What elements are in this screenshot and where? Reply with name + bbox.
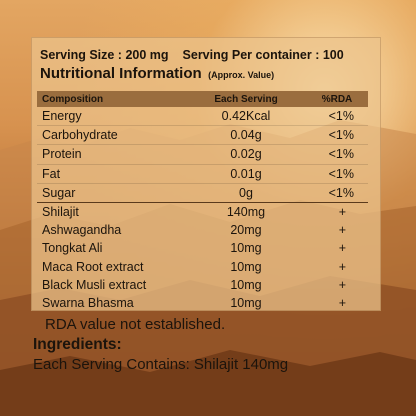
row-each-serving: 20mg — [230, 223, 262, 238]
title-note: (Approx. Value) — [208, 70, 275, 80]
row-composition: Fat — [37, 164, 186, 184]
table-row: Energy 0.42Kcal <1% — [37, 107, 368, 127]
table-row: Black Musli extract 10mg + — [37, 276, 368, 294]
row-rda: <1% — [306, 125, 368, 146]
row-each-serving: 10mg — [230, 277, 262, 292]
ingredients-heading: Ingredients: — [33, 336, 122, 353]
table-row: Maca Root extract 10mg + — [37, 258, 368, 276]
row-rda: + — [338, 241, 346, 256]
row-each-serving: 0.42Kcal — [186, 107, 306, 127]
column-header-rda: %RDA — [306, 91, 368, 107]
row-rda: <1% — [306, 164, 368, 184]
rda-note: RDA value not established. — [45, 316, 226, 333]
table-row: Swarna Bhasma 10mg + — [37, 294, 368, 312]
table-row: Shilajit 140mg + — [37, 201, 368, 222]
column-header-composition: Composition — [37, 91, 186, 107]
row-composition: Sugar — [42, 185, 76, 200]
row-composition: Tongkat Ali — [42, 241, 103, 256]
row-composition: Shilajit — [37, 201, 186, 222]
table-row: Tongkat Ali 10mg + — [37, 239, 368, 257]
row-rda: + — [306, 201, 368, 222]
row-composition: Protein — [37, 144, 186, 165]
row-composition: Maca Root extract — [42, 259, 144, 274]
table-row: Protein 0.02g <1% — [37, 144, 368, 165]
table-row: Sugar 0g <1% — [37, 183, 368, 202]
table-row: Carbohydrate 0.04g <1% — [37, 125, 368, 146]
ingredients-text: Each Serving Contains: Shilajit 140mg — [33, 356, 289, 373]
row-rda: <1% — [328, 185, 354, 200]
nutrition-table: Composition Each Serving %RDA Energy 0.4… — [37, 91, 368, 312]
row-composition: Carbohydrate — [37, 125, 186, 146]
table-row: Ashwagandha 20mg + — [37, 221, 368, 239]
row-composition: Swarna Bhasma — [42, 295, 134, 310]
row-each-serving: 140mg — [186, 201, 306, 222]
serving-size: Serving Size : 200 mg — [40, 48, 169, 62]
row-each-serving: 10mg — [230, 295, 262, 310]
row-rda: <1% — [306, 144, 368, 165]
serving-info: Serving Size : 200 mg Serving Per contain… — [40, 48, 370, 62]
panel-title: Nutritional Information (Approx. Value) — [40, 65, 274, 83]
row-rda: <1% — [306, 107, 368, 127]
row-each-serving: 0g — [239, 185, 253, 200]
row-rda: + — [338, 295, 346, 310]
table-row: Fat 0.01g <1% — [37, 164, 368, 184]
row-composition: Ashwagandha — [42, 223, 122, 238]
row-composition: Energy — [37, 107, 186, 127]
row-rda: + — [338, 259, 346, 274]
row-each-serving: 0.01g — [186, 164, 306, 184]
row-each-serving: 10mg — [230, 259, 262, 274]
row-each-serving: 0.04g — [186, 125, 306, 146]
row-each-serving: 10mg — [230, 241, 262, 256]
row-rda: + — [338, 223, 346, 238]
row-composition: Black Musli extract — [42, 277, 147, 292]
table-header-row: Composition Each Serving %RDA — [37, 91, 368, 107]
serving-per-container: Serving Per container : 100 — [182, 48, 344, 62]
row-each-serving: 0.02g — [186, 144, 306, 165]
row-rda: + — [338, 277, 346, 292]
nutrition-title: Nutritional Information — [40, 65, 202, 82]
column-header-each-serving: Each Serving — [186, 91, 306, 107]
